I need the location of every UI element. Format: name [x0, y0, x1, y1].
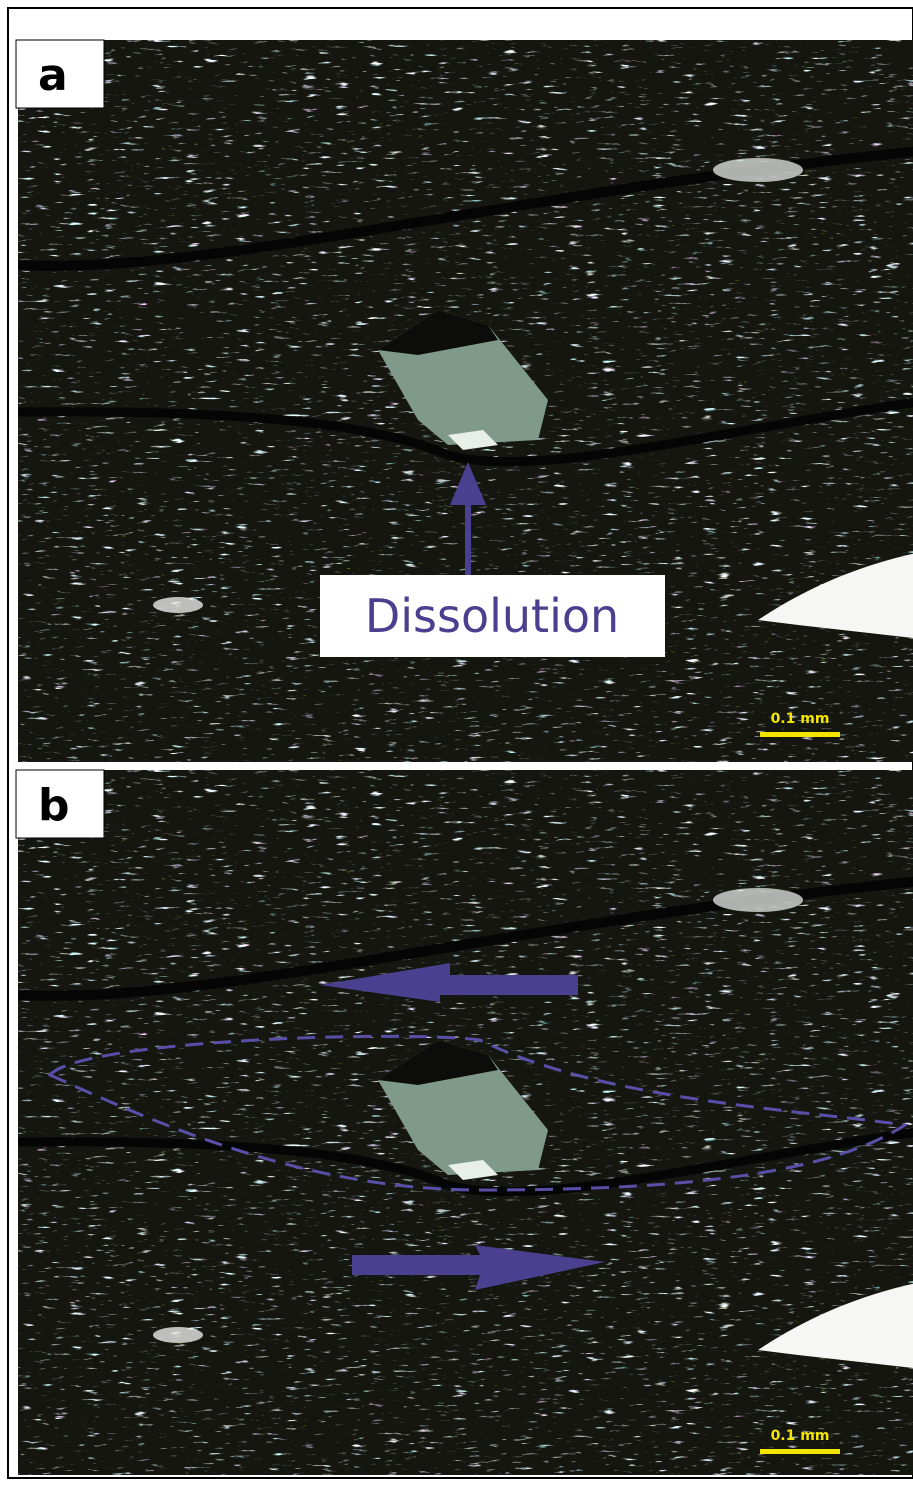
panel-label: a	[38, 50, 68, 101]
micrograph-b	[18, 770, 913, 1485]
scale-label: 0.1 mm	[771, 1428, 830, 1444]
scale-label: 0.1 mm	[771, 711, 830, 727]
annotation: Dissolution	[365, 589, 619, 643]
panel-label: b	[38, 780, 70, 831]
figure: a Dissolution 0.1 mm b 0.1 mm	[0, 0, 913, 1485]
micrograph-a	[18, 40, 913, 780]
scale-bar	[760, 732, 840, 737]
scale-bar	[760, 1449, 840, 1454]
